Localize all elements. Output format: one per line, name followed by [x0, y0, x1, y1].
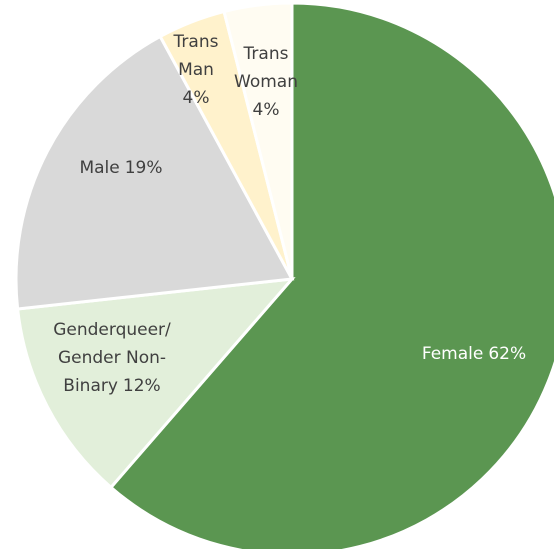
slice-value-label: 62% — [488, 344, 526, 364]
slice-value-label: 4% — [253, 100, 280, 120]
slice-label: Trans Woman — [234, 44, 298, 92]
slice-label: Female — [422, 344, 483, 364]
slice-label: Genderqueer/Gender Non-Binary — [53, 320, 171, 396]
slice-value-label: 4% — [183, 88, 210, 108]
pie-slice — [222, 1, 294, 280]
pie-slice — [108, 1, 554, 549]
slice-label: Trans Man — [173, 32, 219, 80]
pie-slice — [14, 34, 295, 311]
slice-value-label: 19% — [125, 158, 163, 178]
slice-value-label: 12% — [123, 376, 161, 396]
slice-label: Male — [79, 158, 119, 178]
pie-slice — [15, 277, 296, 490]
